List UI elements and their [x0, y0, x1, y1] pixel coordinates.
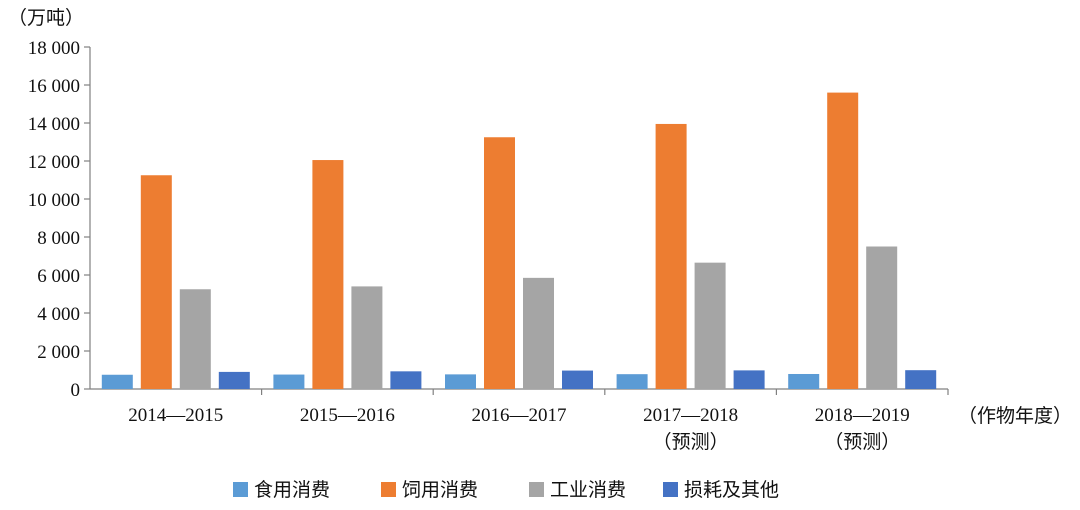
y-axis-unit: （万吨）	[8, 7, 84, 29]
bar	[179, 289, 211, 389]
bar	[788, 373, 820, 389]
x-tick-label: （预测）	[653, 431, 729, 453]
bar	[523, 277, 554, 389]
bars	[101, 92, 937, 389]
x-tick-label: 2016—2017	[472, 405, 567, 426]
legend: 食用消费 饲用消费 工业消费 损耗及其他	[233, 479, 779, 501]
labels: 0 2 000 4 000 6 000 8 000 10 000 12 000 14 000 1…	[8, 7, 1072, 453]
x-tick-label: （预测）	[824, 431, 900, 453]
legend-swatch	[663, 482, 678, 497]
y-tick-label: 18 000	[28, 38, 80, 59]
bar	[616, 374, 648, 389]
bar	[562, 370, 593, 389]
y-tick-label: 8 000	[37, 228, 80, 249]
bar	[140, 175, 172, 389]
legend-entry: 工业消费	[550, 479, 626, 501]
bar	[218, 371, 250, 389]
bar	[733, 370, 765, 389]
bar	[101, 374, 133, 389]
bar	[351, 286, 383, 389]
bar	[484, 137, 515, 389]
axes	[84, 46, 949, 395]
bar	[655, 123, 687, 389]
legend-swatch	[381, 482, 396, 497]
y-tick-label: 2 000	[37, 342, 80, 363]
bar	[694, 262, 726, 389]
bar	[866, 246, 898, 389]
bar	[827, 92, 859, 389]
bar	[905, 370, 937, 389]
bar	[312, 160, 344, 389]
x-tick-label: 2018—2019	[815, 405, 910, 426]
legend-entry: 食用消费	[254, 479, 330, 501]
y-tick-label: 6 000	[37, 266, 80, 287]
x-tick-label: 2014—2015	[128, 405, 223, 426]
y-tick-label: 4 000	[37, 304, 80, 325]
x-axis-unit: （作物年度）	[958, 405, 1072, 427]
legend-swatch	[233, 482, 248, 497]
y-tick-label: 10 000	[28, 190, 80, 211]
legend-entry: 饲用消费	[402, 479, 478, 501]
x-tick-label: 2015—2016	[300, 405, 395, 426]
bar	[445, 374, 476, 389]
y-tick-label: 12 000	[28, 152, 80, 173]
bar	[273, 374, 305, 389]
legend-swatch	[529, 482, 544, 497]
legend-entry: 损耗及其他	[684, 479, 779, 501]
y-tick-label: 0	[71, 380, 81, 401]
y-tick-label: 16 000	[28, 76, 80, 97]
x-tick-label: 2017—2018	[643, 405, 738, 426]
bar	[390, 371, 422, 389]
y-tick-label: 14 000	[28, 114, 80, 135]
